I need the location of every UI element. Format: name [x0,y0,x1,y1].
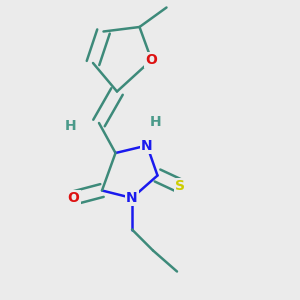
Text: H: H [150,115,162,128]
Text: N: N [141,139,153,152]
Text: S: S [175,179,185,193]
Text: H: H [65,119,76,133]
Text: O: O [68,191,80,205]
Text: N: N [126,191,138,205]
Text: O: O [146,53,158,67]
